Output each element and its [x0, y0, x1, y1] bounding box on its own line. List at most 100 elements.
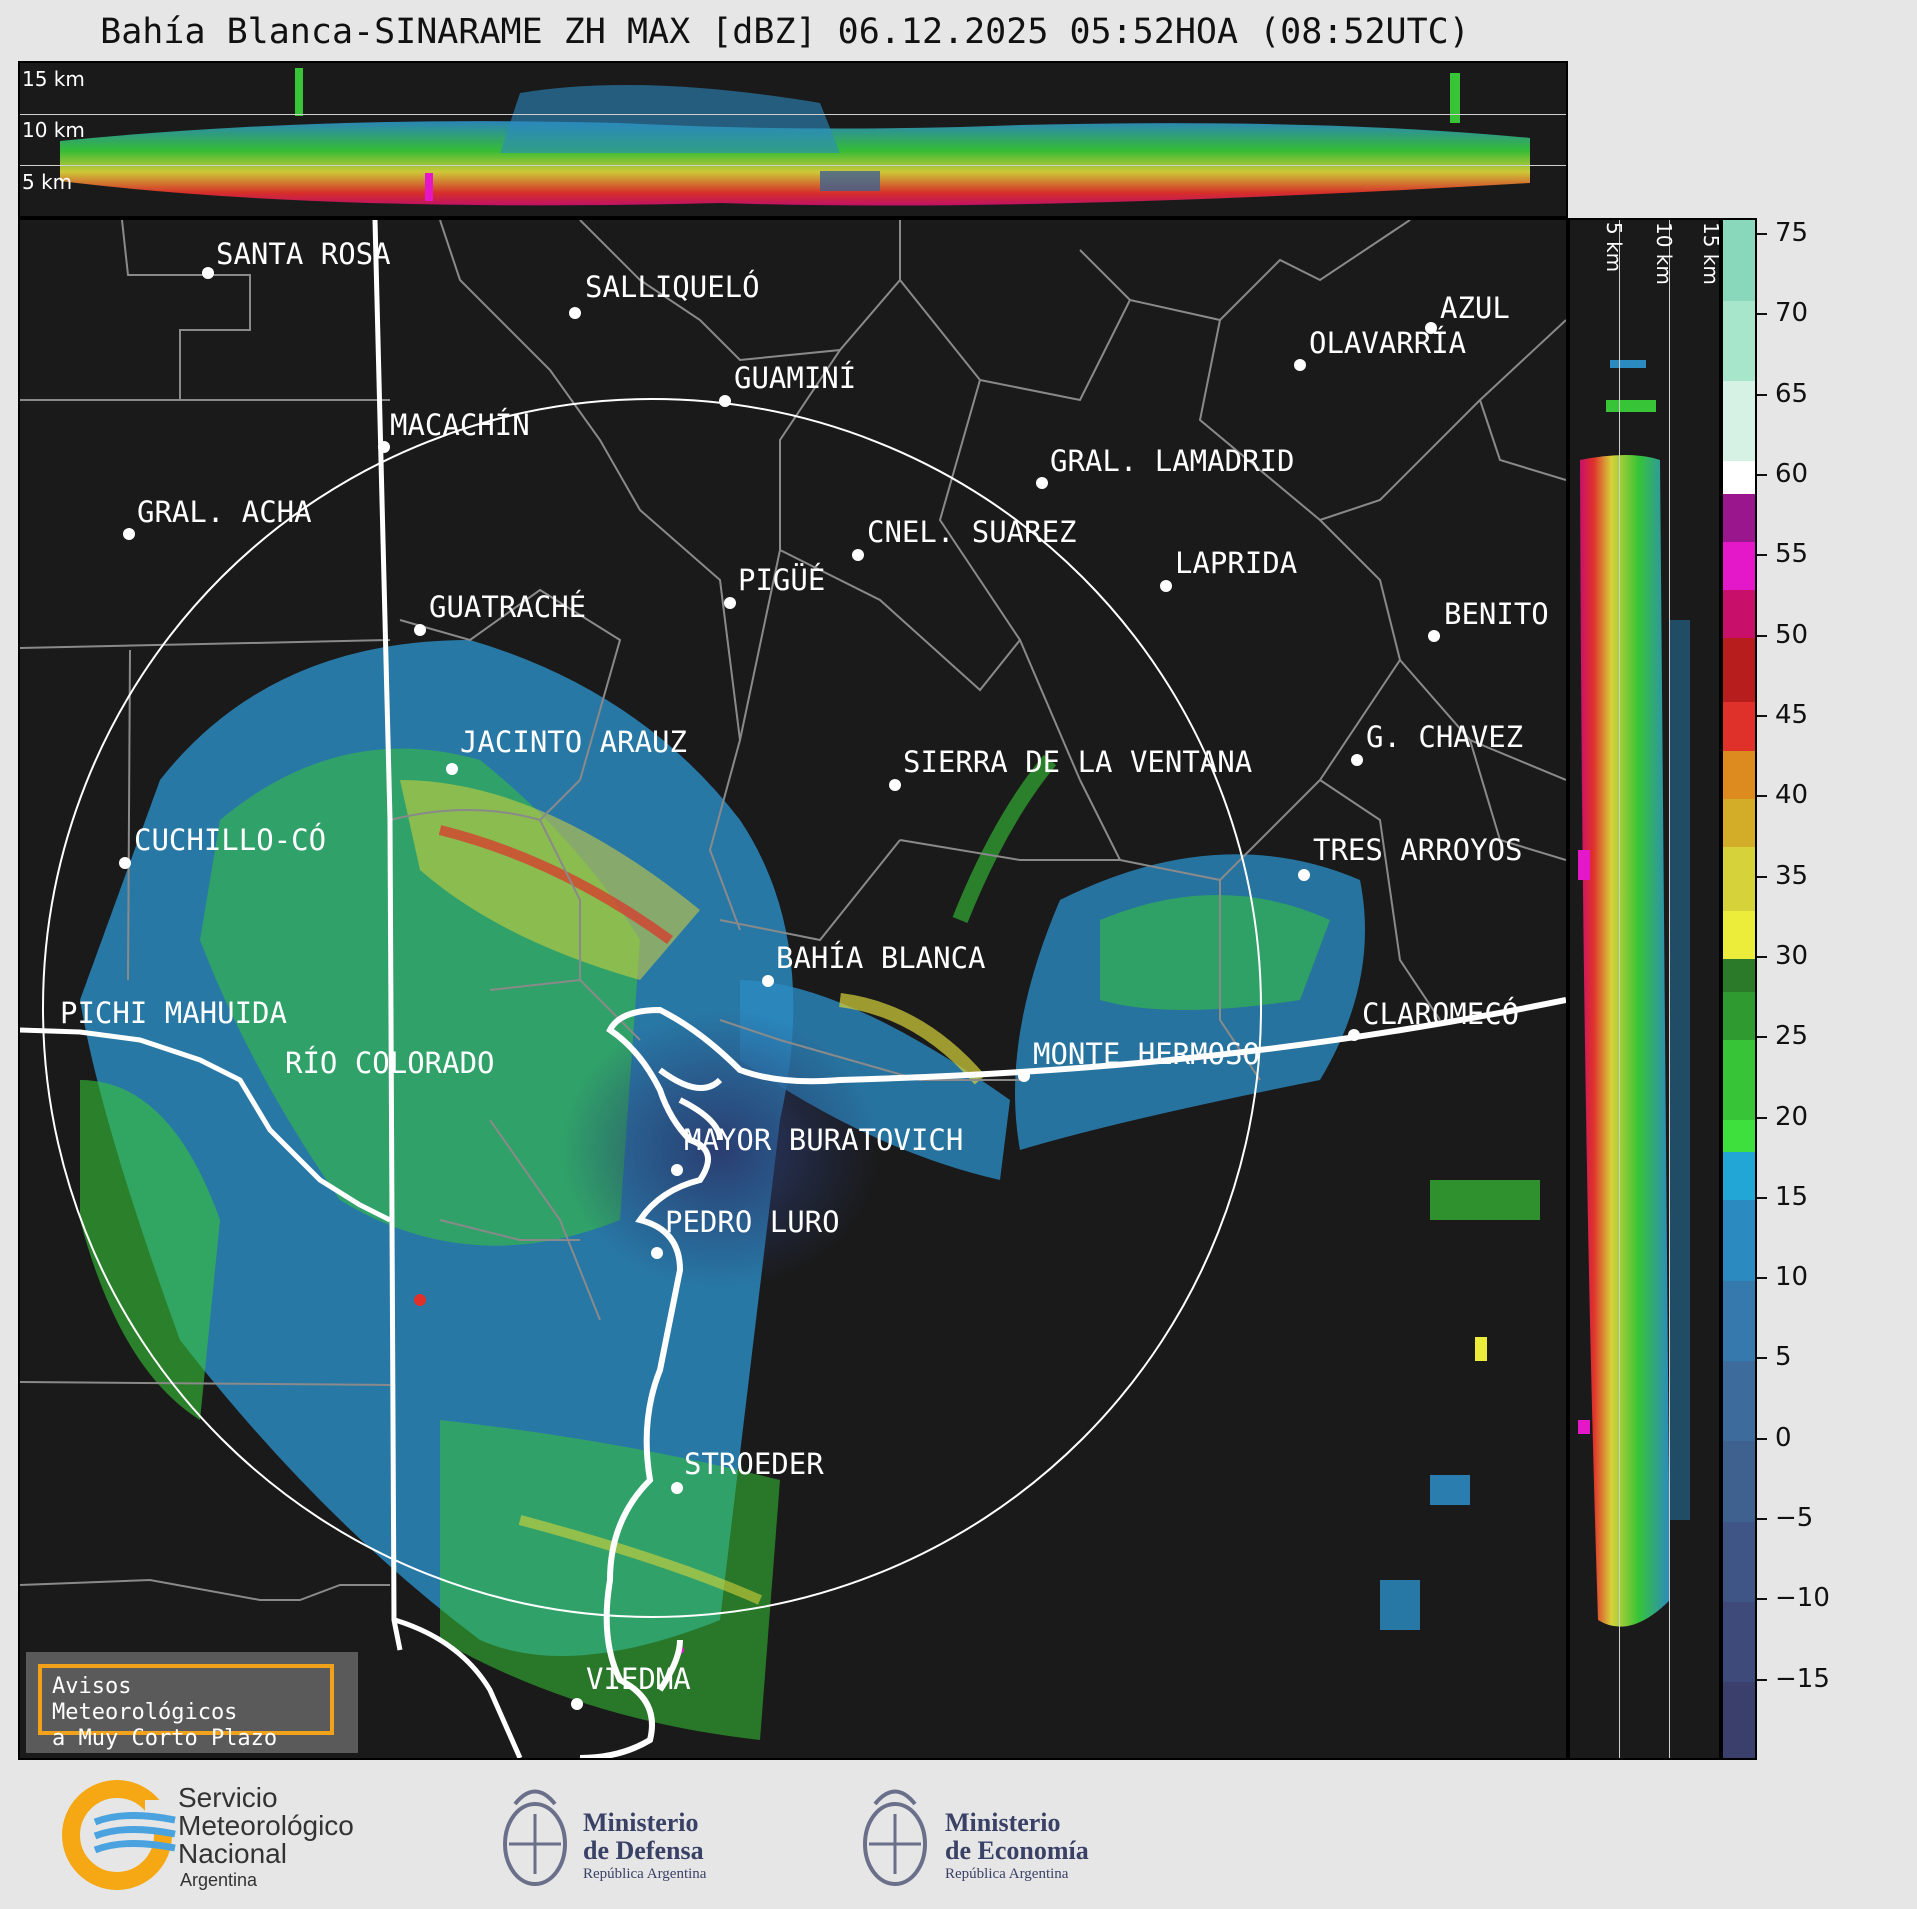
colorbar-tick-label: −15 — [1775, 1663, 1830, 1694]
economia-line-3: República Argentina — [945, 1866, 1069, 1882]
altitude-label-5km-side: 5 km — [1602, 222, 1626, 273]
city-marker — [119, 857, 131, 869]
colorbar-tick-label: 30 — [1775, 940, 1809, 971]
smn-line-2: Meteorológico — [178, 1810, 354, 1841]
city-benito: BENITO — [1428, 597, 1549, 642]
notice-link[interactable]: Avisos Meteorológicos a Muy Corto Plazo — [38, 1664, 334, 1751]
radar-echoes — [80, 640, 1540, 1740]
city-marker — [762, 975, 774, 987]
colorbar-band — [1723, 541, 1755, 590]
colorbar-band — [1723, 1280, 1755, 1361]
colorbar-tick-label: 25 — [1775, 1021, 1809, 1052]
city-label: JACINTO ARAUZ — [460, 725, 687, 759]
city-guatrache: GUATRACHÉ — [414, 590, 586, 636]
radar-range-ring — [42, 398, 1262, 1618]
colorbar-band — [1723, 1119, 1755, 1153]
city-label: SIERRA DE LA VENTANA — [903, 745, 1252, 779]
city-label: PIGÜÉ — [738, 563, 825, 597]
city-marker — [1348, 1029, 1360, 1041]
top-cross-section-echoes — [60, 68, 1530, 206]
smn-line-4: Argentina — [180, 1870, 258, 1890]
economia-coat-of-arms-icon — [863, 1789, 927, 1886]
colorbar-band — [1723, 1039, 1755, 1120]
city-marker — [378, 441, 390, 453]
city-label: AZUL — [1440, 291, 1510, 325]
city-stroeder: STROEDER — [671, 1447, 824, 1494]
city-tres-arroyos: TRES ARROYOS — [1298, 833, 1523, 881]
city-marker — [571, 1698, 583, 1710]
altitude-label-10km-side: 10 km — [1652, 222, 1676, 285]
city-label: OLAVARRÍA — [1309, 326, 1466, 360]
city-label: BAHÍA BLANCA — [776, 941, 986, 975]
side-cross-section-panel: 5 km 10 km 15 km — [1568, 218, 1721, 1760]
city-label: MACACHÍN — [390, 408, 530, 442]
top-cross-section-panel: 15 km 10 km 5 km — [18, 61, 1568, 218]
coastline — [579, 997, 1566, 1758]
city-laprida: LAPRIDA — [1160, 546, 1297, 592]
department-boundaries — [20, 220, 1566, 1601]
city-marker — [1298, 869, 1310, 881]
notice-line-2: a Muy Corto Plazo — [52, 1726, 278, 1751]
colorbar-tick — [1757, 1518, 1767, 1521]
smn-line-3: Nacional — [178, 1838, 287, 1869]
colorbar-tick-label: 50 — [1775, 619, 1809, 650]
footer: Servicio Meteorológico Nacional Argentin… — [0, 1760, 1917, 1909]
colorbar-tick-label: 40 — [1775, 780, 1809, 811]
colorbar-band — [1723, 493, 1755, 542]
city-label: CUCHILLO-CÓ — [134, 823, 326, 857]
colorbar-tick — [1757, 955, 1767, 958]
colorbar-band — [1723, 750, 1755, 799]
city-label: BENITO — [1444, 597, 1549, 631]
colorbar-tick — [1757, 1116, 1767, 1119]
notice-line-1: Avisos Meteorológicos — [52, 1674, 238, 1725]
city-pedro-luro: PEDRO LURO — [651, 1205, 840, 1259]
city-cuchillo-co: CUCHILLO-CÓ — [119, 823, 326, 869]
radar-map: SANTA ROSA SALLIQUELÓ AZUL OLAVARRÍA GUA… — [20, 220, 1566, 1758]
colorbar-tick — [1757, 474, 1767, 476]
colorbar-tick-label: 45 — [1775, 699, 1809, 730]
city-label: SANTA ROSA — [216, 237, 391, 271]
colorbar-band — [1723, 220, 1755, 301]
colorbar-band — [1723, 1681, 1755, 1758]
colorbar-band — [1723, 1199, 1755, 1281]
city-marker — [889, 779, 901, 791]
city-gral-lamadrid: GRAL. LAMADRID — [1036, 444, 1294, 489]
city-marker — [123, 528, 135, 540]
economia-line-1: Ministerio — [945, 1808, 1061, 1837]
city-azul: AZUL — [1425, 291, 1510, 334]
city-mayor-buratovich: MAYOR BURATOVICH — [671, 1123, 963, 1176]
city-label: RÍO COLORADO — [285, 1046, 495, 1080]
city-marker — [1160, 580, 1172, 592]
city-monte-hermoso: MONTE HERMOSO — [1018, 1037, 1260, 1082]
colorbar-tick-label: 70 — [1775, 298, 1809, 329]
colorbar-band — [1723, 1521, 1755, 1602]
colorbar-tick-label: 5 — [1775, 1342, 1792, 1373]
city-g-chavez: G. CHAVEZ — [1351, 720, 1523, 766]
altitude-label-10km: 10 km — [22, 118, 85, 142]
colorbar-tick-label: 10 — [1775, 1262, 1809, 1293]
city-label: CLAROMECÓ — [1362, 997, 1519, 1031]
city-olavarria: OLAVARRÍA — [1294, 326, 1466, 371]
colorbar-band — [1723, 958, 1755, 992]
colorbar-tick — [1757, 1437, 1767, 1440]
colorbar-band — [1723, 1151, 1755, 1201]
colorbar-band — [1723, 460, 1755, 494]
defensa-coat-of-arms-icon — [503, 1789, 567, 1886]
city-guamini: GUAMINÍ — [719, 361, 856, 407]
city-label: PEDRO LURO — [665, 1205, 840, 1239]
city-label: GUATRACHÉ — [429, 590, 586, 624]
page-title: Bahía Blanca-SINARAME ZH MAX [dBZ] 06.12… — [100, 12, 1470, 52]
city-viedma: VIEDMA — [571, 1662, 691, 1710]
notice-box[interactable]: Avisos Meteorológicos a Muy Corto Plazo — [26, 1652, 358, 1753]
city-santa-rosa: SANTA ROSA — [202, 237, 391, 279]
colorbar-tick — [1757, 393, 1767, 396]
city-marker — [1351, 754, 1363, 766]
colorbar-tick — [1757, 875, 1767, 878]
colorbar-tick — [1757, 1598, 1767, 1601]
city-label: VIEDMA — [586, 1662, 691, 1696]
city-jacinto-arauz: JACINTO ARAUZ — [446, 725, 687, 775]
city-marker — [1428, 630, 1440, 642]
city-sierra-de-la-ventana: SIERRA DE LA VENTANA — [889, 745, 1252, 791]
city-label: CNEL. SUAREZ — [867, 515, 1077, 549]
city-label: G. CHAVEZ — [1366, 720, 1523, 754]
